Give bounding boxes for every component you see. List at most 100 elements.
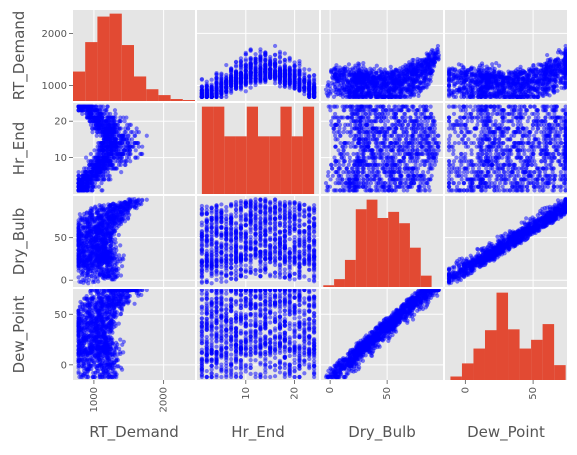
scatter-point	[494, 74, 498, 78]
scatter-point	[278, 50, 282, 54]
scatter-point	[128, 159, 132, 163]
scatter-point	[355, 75, 359, 79]
scatter-point	[459, 63, 463, 67]
scatter-point	[353, 83, 357, 87]
scatter-point	[451, 76, 455, 80]
scatter-point	[273, 65, 277, 69]
scatter-point	[400, 86, 404, 90]
scatter-point	[101, 105, 105, 109]
scatter-point	[341, 70, 345, 74]
scatter-point	[406, 70, 410, 74]
scatter-point	[539, 63, 543, 67]
scatter-point	[200, 78, 204, 82]
scatter-point	[512, 70, 516, 74]
scatter-point	[229, 68, 233, 72]
scatter-point	[368, 67, 372, 71]
scatter-point	[485, 80, 489, 84]
scatter-point	[249, 74, 253, 78]
scatter-point	[253, 81, 257, 85]
scatter-point	[398, 95, 402, 99]
scatter-point	[239, 81, 243, 85]
scatter-point	[268, 75, 272, 79]
scatter-point	[89, 123, 93, 127]
scatter-point	[134, 148, 138, 152]
scatter-point	[253, 70, 257, 74]
scatter-point	[405, 95, 409, 99]
scatter-point	[500, 76, 504, 80]
scatter-point	[224, 89, 228, 93]
scatter-point	[244, 89, 248, 93]
scatter-point	[507, 93, 511, 97]
scatter-point	[375, 76, 379, 80]
scatter-point	[389, 75, 393, 79]
scatter-point	[503, 95, 507, 99]
scatter-point	[210, 94, 214, 98]
scatter-point	[390, 95, 394, 99]
scatter-point	[541, 94, 545, 98]
scatter-point	[239, 87, 243, 91]
scatter-point	[549, 73, 553, 77]
scatter-point	[214, 76, 218, 80]
scatter-point	[453, 82, 457, 86]
scatter-point	[341, 95, 345, 99]
scatter-point	[214, 87, 218, 91]
scatter-point	[307, 87, 311, 91]
scatter-point	[278, 84, 282, 88]
scatter-point	[465, 71, 469, 75]
scatter-point	[117, 126, 121, 130]
scatter-point	[447, 84, 451, 88]
scatter-point	[403, 74, 407, 78]
histogram-bar	[171, 99, 183, 101]
scatter-point	[283, 69, 287, 73]
scatter-point	[402, 66, 406, 70]
scatter-point	[127, 123, 131, 127]
scatter-point	[564, 57, 568, 61]
scatter-point	[416, 64, 420, 68]
scatter-point	[472, 66, 476, 70]
scatter-point	[543, 73, 547, 77]
scatter-point	[297, 69, 301, 73]
scatter-point	[471, 88, 475, 92]
scatter-point	[113, 159, 117, 163]
scatter-point	[219, 72, 223, 76]
scatter-point	[410, 89, 414, 93]
scatter-point	[564, 67, 568, 71]
scatter-point	[312, 81, 316, 85]
scatter-point	[229, 89, 233, 93]
scatter-point	[210, 78, 214, 82]
panel-Hr_End-vs-RT_Demand	[73, 103, 195, 194]
scatter-point	[431, 49, 435, 53]
scatter-point	[95, 134, 99, 138]
scatter-point	[536, 90, 540, 94]
scatter-point	[383, 71, 387, 75]
scatter-point	[244, 66, 248, 70]
scatter-point	[436, 44, 440, 48]
scatter-point	[389, 65, 393, 69]
scatter-point	[123, 119, 127, 123]
scatter-point	[273, 73, 277, 77]
scatter-point	[273, 53, 277, 57]
scatter-point	[521, 95, 525, 99]
scatter-point	[253, 52, 257, 56]
scatter-point	[384, 87, 388, 91]
scatter-point	[100, 188, 104, 192]
scatter-point	[545, 64, 549, 68]
scatter-point	[120, 156, 124, 160]
scatter-point	[556, 50, 560, 54]
scatter-point	[297, 73, 301, 77]
scatter-point	[268, 68, 272, 72]
scatter-point	[411, 83, 415, 87]
scatter-point	[471, 95, 475, 99]
scatter-point	[258, 50, 262, 54]
scatter-point	[312, 86, 316, 90]
scatter-point	[307, 95, 311, 99]
scatter-point	[114, 112, 118, 116]
scatter-point	[392, 79, 396, 83]
scatter-point	[451, 70, 455, 74]
scatter-point	[239, 77, 243, 81]
scatter-point	[457, 89, 461, 93]
scatter-point	[552, 89, 556, 93]
scatter-point	[348, 95, 352, 99]
scatter-point	[477, 75, 481, 79]
